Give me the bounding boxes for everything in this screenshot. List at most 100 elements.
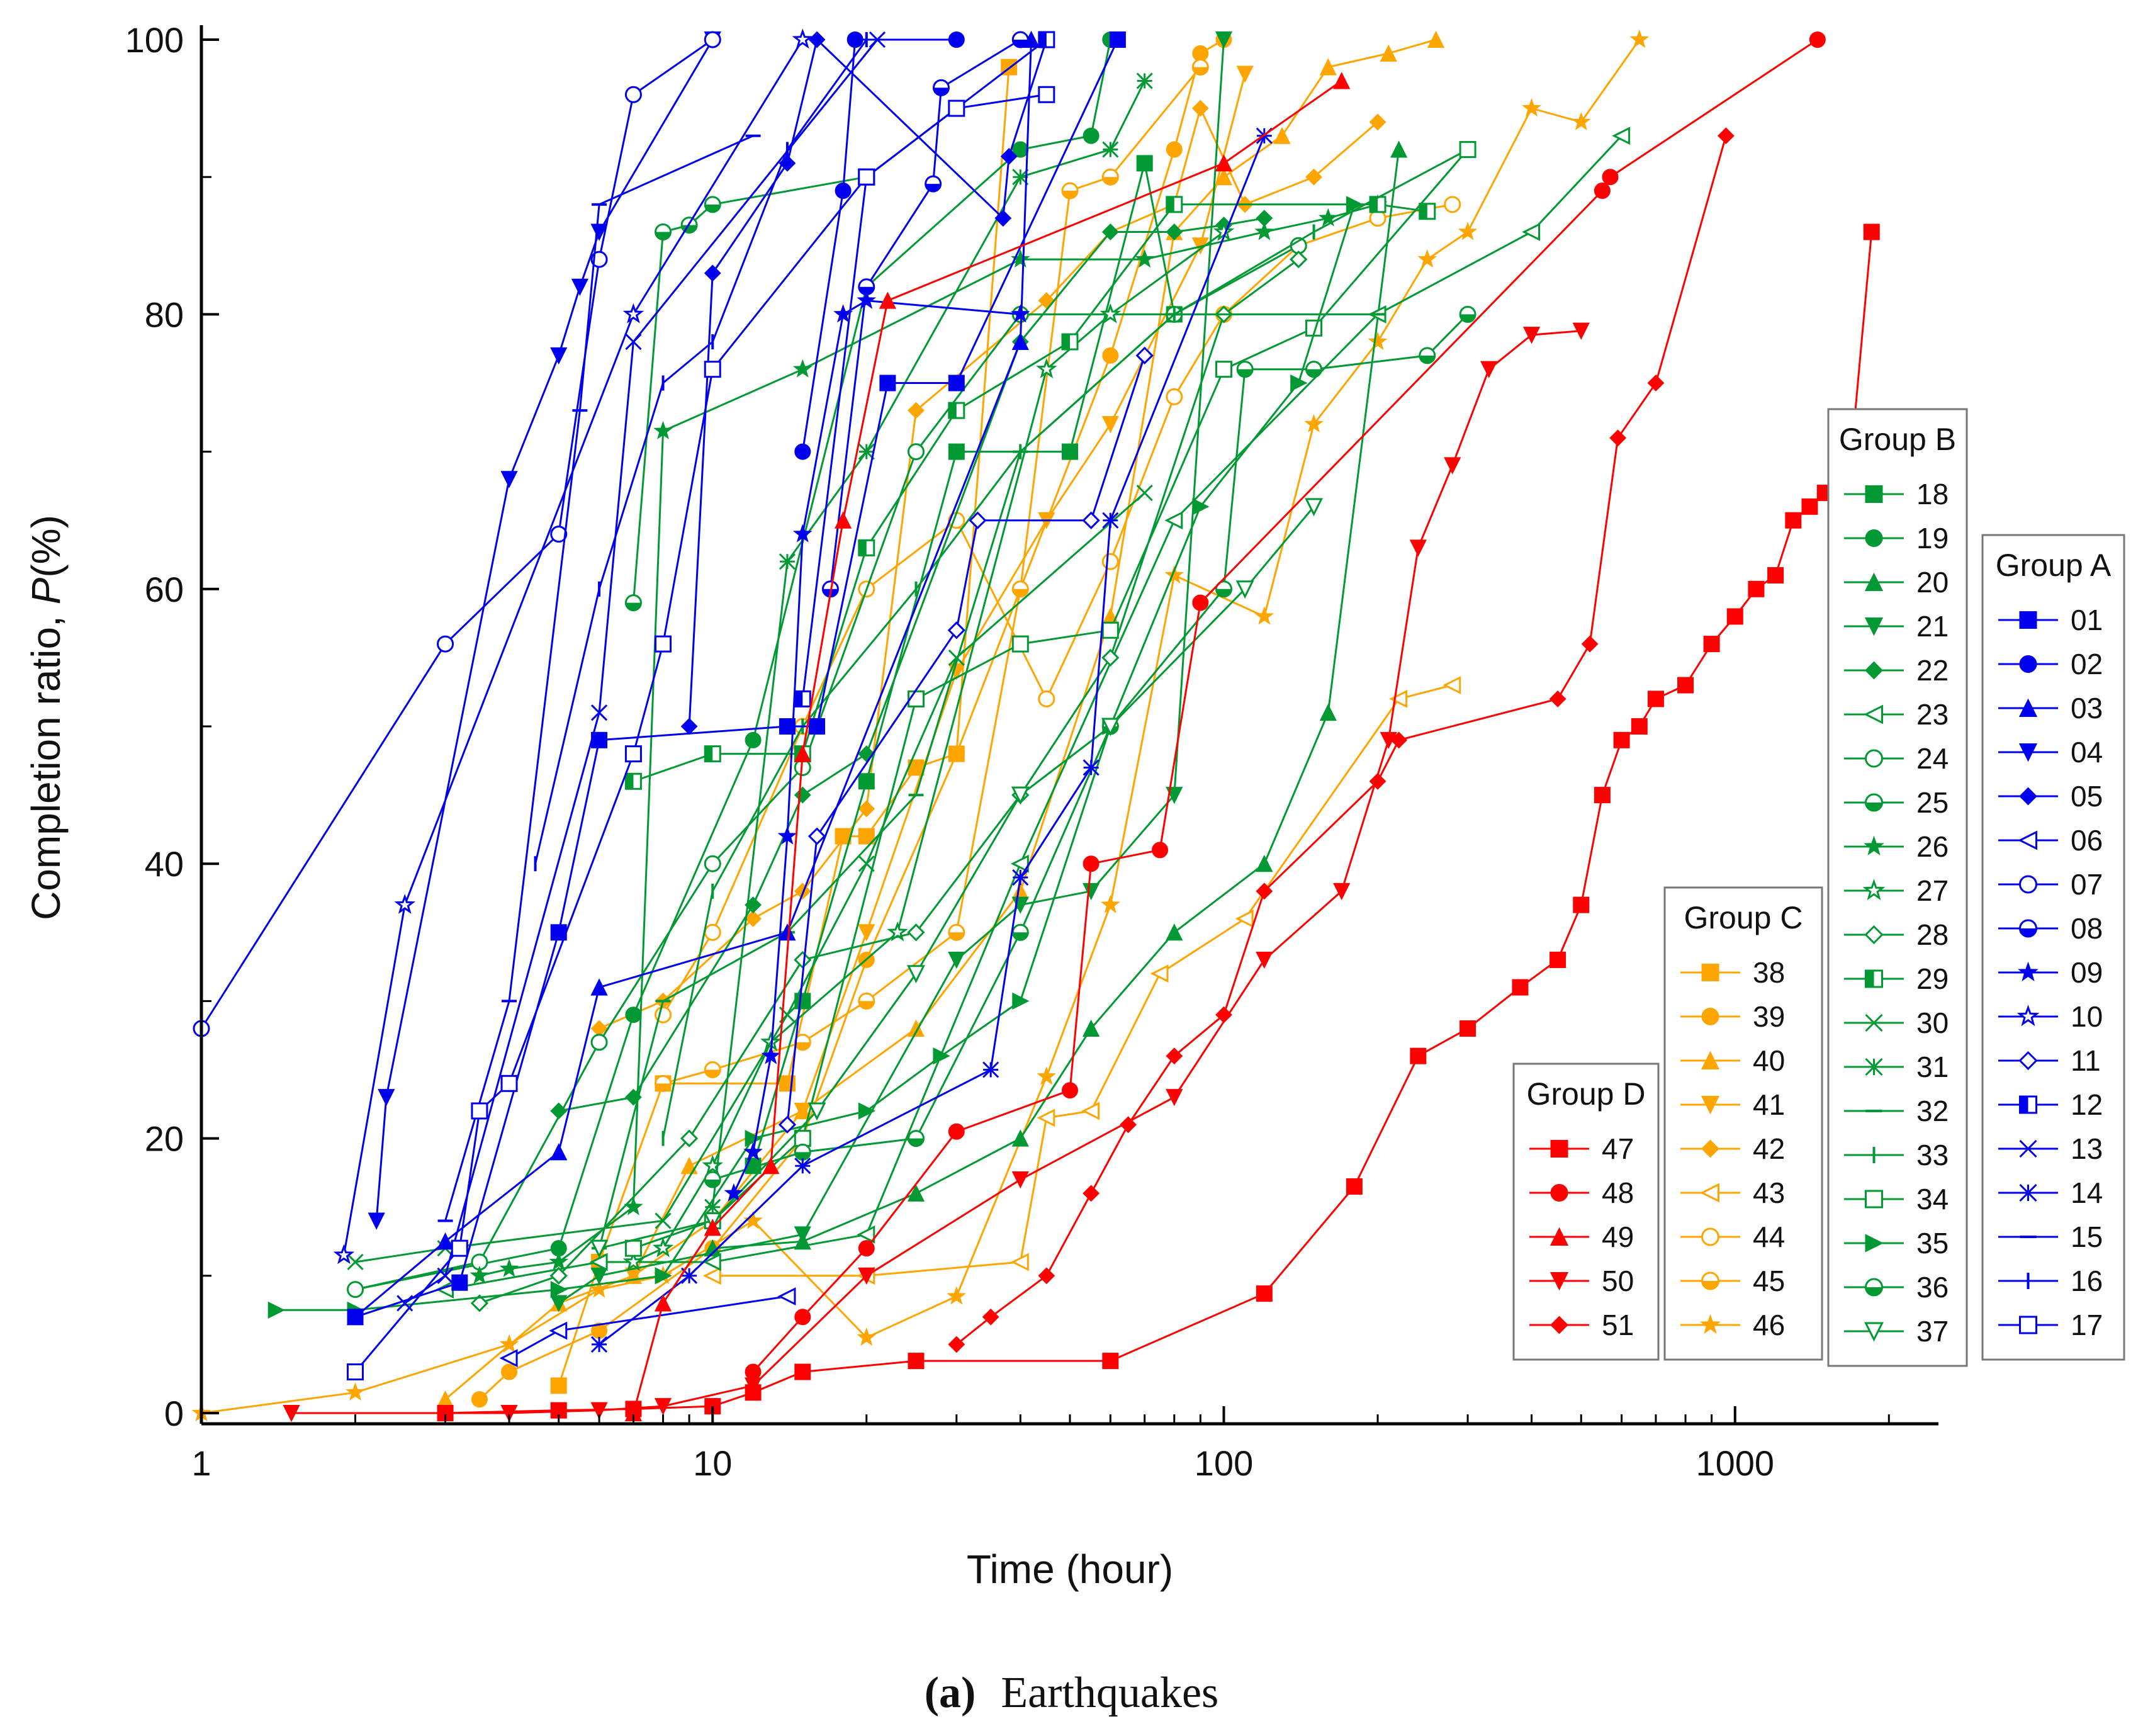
marker-fill [858,540,867,556]
legend-label: 19 [1916,522,1949,555]
legend-layer: Group A 01 02 03 04 05 06 07 08 09 10 11 12 13 14 15 16 1… [1512,408,2125,1367]
legend-marker [2018,743,2038,762]
series-line [662,149,1468,1139]
series-line [688,38,1048,727]
data-point [1164,511,1183,530]
data-point [1011,635,1029,653]
data-point [834,511,852,529]
marker-fill [1013,589,1028,597]
data-point [1135,249,1155,268]
marker-fill [705,204,721,212]
data-point [1459,305,1476,323]
data-point [792,359,813,378]
series-06 [499,1287,796,1368]
data-point [1038,86,1055,103]
data-point [590,251,608,268]
series-line [599,505,1315,1249]
data-point [550,1402,567,1419]
data-point [1256,1285,1273,1302]
data-point [1305,361,1323,378]
legend-title: Group C [1684,900,1803,935]
data-point [1717,127,1735,145]
legend-label: 39 [1753,1000,1785,1033]
data-point [1236,361,1254,378]
data-point [1011,882,1029,899]
legend-marker [1550,1227,1569,1246]
data-point [590,1239,609,1258]
marker-fill [948,403,957,419]
legend-marker [1701,1139,1719,1158]
legend-label: 02 [2071,648,2103,680]
series-05 [680,31,1055,735]
data-point [378,1089,395,1107]
data-point [1012,992,1030,1010]
data-point [1102,512,1119,529]
data-point [1000,148,1018,165]
series-33 [661,142,1470,1146]
legend-label: 03 [2071,692,2103,724]
data-point [1101,718,1120,736]
data-point [858,539,875,556]
data-point [702,1253,721,1271]
data-point [1801,498,1818,515]
data-point [1012,869,1029,886]
data-point [550,1377,567,1394]
data-point [550,526,568,543]
data-point [590,1034,608,1051]
data-point [1102,141,1119,158]
data-point [794,1034,811,1051]
legend-group-c: Group C 38 39 40 41 42 43 44 45 46 [1663,886,1823,1361]
legend-marker [1701,1051,1720,1069]
marker-fill [1419,355,1435,363]
series-line [558,217,1265,1112]
legend-label: 07 [2071,868,2103,901]
series-line [558,39,1225,1304]
data-point [1101,223,1119,240]
data-point [1444,196,1461,213]
legend-marker [2019,875,2037,894]
legend-label: 45 [1753,1265,1785,1297]
legend-label: 32 [1916,1095,1949,1127]
legend-label: 48 [1602,1176,1634,1209]
data-point [1101,621,1119,639]
legend-label: 15 [2071,1220,2103,1253]
series-line [632,176,867,603]
data-point [590,223,608,241]
data-point [590,1402,608,1419]
data-point [451,1239,468,1257]
data-point [1809,31,1826,48]
series-41 [624,65,1254,1285]
data-point [858,1267,875,1285]
marker-stroke [1136,484,1153,502]
series-layer [191,28,1880,1423]
data-point [655,635,672,653]
data-point [1549,690,1566,707]
data-point [743,1210,763,1229]
series-line [342,39,804,1256]
data-point [1166,388,1183,405]
data-point [745,910,762,927]
data-point [1571,111,1591,131]
data-point [792,524,813,543]
data-point [589,1253,608,1271]
data-point [925,175,942,193]
data-point [704,745,721,763]
legend-label: 23 [1916,698,1949,731]
data-point [1647,375,1665,392]
data-point [1164,565,1184,584]
series-45 [655,59,1209,1092]
data-point [267,1301,285,1319]
data-point [1290,374,1308,392]
data-point [794,950,812,969]
data-point [1613,731,1630,748]
marker-fill [1013,40,1028,47]
series-14 [590,127,1273,1353]
series-22 [550,210,1273,1120]
legend-label: 17 [2071,1309,2103,1341]
data-point [1390,140,1408,158]
figure-caption: (a) Earthquakes [0,1668,2143,1718]
legend-box [1512,1062,1660,1361]
data-point [777,826,797,845]
data-point [907,443,925,461]
data-point [907,965,925,984]
